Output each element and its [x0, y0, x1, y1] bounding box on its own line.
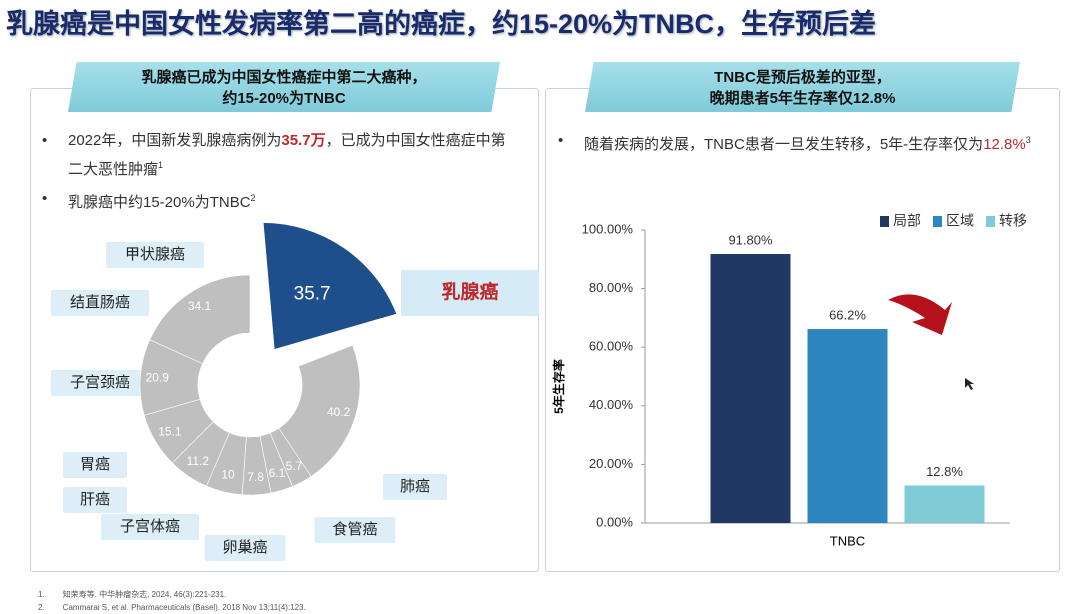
- trend-arrow: [888, 294, 952, 335]
- slice-value-label: 34.1: [188, 299, 212, 313]
- legend-swatch: [933, 216, 942, 227]
- y-tick-label: 20.00%: [589, 456, 634, 471]
- legend-swatch: [880, 216, 889, 227]
- slice-category-label: 子宫体癌: [120, 518, 180, 535]
- reference-number: 2.: [38, 603, 45, 612]
- bar: [904, 485, 985, 523]
- category-callout: [51, 370, 149, 396]
- header-line: 约15-20%为TNBC: [222, 90, 346, 107]
- bullet: 乳腺癌中约15-20%为TNBC2: [40, 186, 520, 215]
- pie-slice: [149, 274, 251, 365]
- bullet-text: 35.7万: [281, 132, 326, 149]
- bullet-text: 随着疾病的发展，TNBC患者一旦发生转移，5年-生存率仅为: [584, 136, 984, 153]
- header-line: TNBC是预后极差的亚型，: [714, 69, 891, 86]
- y-tick-label: 0.00%: [596, 514, 633, 529]
- slice-value-label: 11.2: [187, 454, 210, 468]
- slice-value-label: 15.1: [158, 424, 182, 438]
- bullet-text: 3: [1025, 135, 1031, 145]
- bar-value-label: 66.2%: [829, 307, 866, 322]
- bullet-list: 随着疾病的发展，TNBC患者一旦发生转移，5年-生存率仅为12.8%3: [556, 128, 1046, 161]
- bar-value-label: 12.8%: [926, 464, 963, 479]
- bullet: 2022年，中国新发乳腺癌病例为35.7万，已成为中国女性癌症中第二大恶性肿瘤1: [40, 128, 520, 182]
- cursor: [965, 378, 974, 390]
- slice-category-label: 子宫颈癌: [70, 374, 130, 391]
- category-callout: [204, 535, 286, 561]
- reference-text: Cammarai S, et al. Pharmaceuticals (Base…: [62, 603, 306, 612]
- panel-header: 乳腺癌已成为中国女性癌症中第二大癌种， 约15-20%为TNBC: [68, 62, 500, 112]
- slice-category-label: 卵巢癌: [222, 539, 267, 556]
- header-line: 晚期患者5年生存率仅12.8%: [709, 90, 896, 107]
- bar: [710, 254, 791, 523]
- bullet-text: ，已成为中国女性癌症中第二大恶性肿瘤: [68, 132, 506, 178]
- slice-category-label: 乳腺癌: [441, 280, 498, 303]
- slice-value-label: 6.1: [269, 466, 286, 480]
- reference-text: 知荣寿等. 中华肿瘤杂志, 2024, 46(3):221-231.: [62, 590, 227, 599]
- legend-swatch: [986, 216, 995, 227]
- category-callout: [63, 452, 127, 478]
- category-callout: [106, 242, 204, 268]
- y-axis-label: 5年生存率: [551, 359, 566, 414]
- reference: 2. Cammarai S, et al. Pharmaceuticals (Ba…: [38, 601, 306, 614]
- slice-category-label: 肺癌: [400, 478, 430, 495]
- slice-value-label: 7.8: [247, 470, 264, 484]
- bar: [807, 329, 888, 523]
- y-tick-label: 80.00%: [589, 280, 634, 295]
- bar-value-label: 91.80%: [728, 232, 773, 247]
- bullet-list: 2022年，中国新发乳腺癌病例为35.7万，已成为中国女性癌症中第二大恶性肿瘤1…: [40, 128, 520, 219]
- legend-label: 转移: [999, 213, 1027, 229]
- slide-title: 乳腺癌是中国女性发病率第二高的癌症，约15-20%为TNBC，生存预后差: [6, 9, 877, 39]
- bullet-text: 1: [158, 160, 164, 170]
- slice-category-label: 肝癌: [80, 491, 110, 508]
- slice-value-label: 35.7: [294, 283, 331, 304]
- references: 1. 知荣寿等. 中华肿瘤杂志, 2024, 46(3):221-231. 2. Ca…: [38, 588, 306, 614]
- bullet-text: 12.8%: [983, 136, 1026, 153]
- slice-value-label: 10: [221, 468, 235, 482]
- category-callout: [51, 290, 149, 316]
- bullet-text: 乳腺癌中约15-20%为TNBC: [68, 194, 251, 211]
- header-line: 乳腺癌已成为中国女性癌症中第二大癌种，: [141, 69, 427, 86]
- slice-value-label: 5.7: [286, 459, 303, 473]
- category-callout: [401, 270, 539, 316]
- bullet-text: 2: [250, 193, 256, 203]
- slice-value-label: 20.9: [146, 370, 170, 384]
- slice-category-label: 结直肠癌: [70, 294, 130, 311]
- pie-slice: [261, 220, 399, 352]
- y-tick-label: 40.00%: [589, 397, 634, 412]
- bullet: 随着疾病的发展，TNBC患者一旦发生转移，5年-生存率仅为12.8%3: [556, 128, 1046, 157]
- slice-category-label: 甲状腺癌: [125, 246, 185, 263]
- slice-category-label: 食管癌: [332, 521, 377, 538]
- y-tick-label: 100.00%: [582, 221, 634, 236]
- pie-slice: [278, 344, 361, 477]
- legend-label: 局部: [893, 213, 921, 229]
- category-callout: [383, 474, 447, 500]
- y-tick-label: 60.00%: [589, 339, 634, 354]
- reference: 1. 知荣寿等. 中华肿瘤杂志, 2024, 46(3):221-231.: [38, 588, 306, 601]
- x-tick-label: TNBC: [830, 533, 865, 548]
- slice-category-label: 胃癌: [80, 456, 110, 473]
- legend-label: 区域: [946, 213, 974, 229]
- bullet-text: 2022年，中国新发乳腺癌病例为: [68, 132, 282, 149]
- category-callout: [314, 517, 396, 543]
- reference-number: 1.: [38, 590, 45, 599]
- category-callout: [63, 487, 127, 513]
- slice-value-label: 40.2: [327, 405, 351, 419]
- category-callout: [101, 514, 199, 540]
- panel-header: TNBC是预后极差的亚型， 晚期患者5年生存率仅12.8%: [585, 62, 1020, 112]
